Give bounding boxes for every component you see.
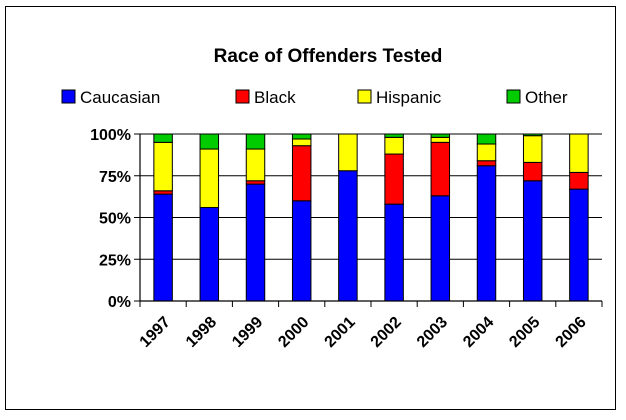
bar-other-1999 — [245, 133, 266, 150]
legend-label-black: Black — [254, 88, 296, 107]
legend: Caucasian Black Hispanic Other — [61, 88, 568, 107]
x-axis: 1997 1998 1999 2000 2001 2002 2003 2004 2005 2006 — [137, 300, 603, 351]
bar-caucasian-2004 — [476, 165, 497, 302]
legend-swatch-caucasian — [61, 89, 76, 104]
y-tick-label: 100% — [90, 127, 131, 144]
bar-black-2002 — [384, 153, 404, 205]
bar-hispanic-2000 — [291, 138, 312, 147]
bar-black-1997 — [153, 190, 173, 195]
bar-other-1998 — [199, 133, 220, 150]
y-tick-label: 50% — [99, 211, 131, 228]
bar-caucasian-2001 — [338, 170, 358, 302]
bar-hispanic-2005 — [522, 135, 543, 163]
x-tick-label-1998: 1998 — [183, 314, 220, 351]
bar-hispanic-2004 — [476, 143, 497, 162]
bar-caucasian-1999 — [245, 183, 266, 302]
bar-black-2000 — [291, 145, 312, 202]
bar-black-1999 — [245, 180, 266, 185]
legend-label-hispanic: Hispanic — [376, 88, 442, 107]
y-tick-label: 75% — [99, 169, 131, 186]
legend-swatch-black — [235, 89, 250, 104]
bar-hispanic-2006 — [569, 133, 589, 173]
bar-hispanic-2001 — [338, 133, 358, 172]
bar-caucasian-2002 — [384, 203, 404, 302]
bar-caucasian-2000 — [291, 200, 312, 302]
chart-title: Race of Offenders Tested — [214, 46, 443, 67]
x-tick-label-2006: 2006 — [553, 314, 590, 351]
plot-area — [140, 133, 602, 302]
x-tick-label-2004: 2004 — [460, 314, 497, 351]
bar-other-1997 — [153, 133, 173, 143]
bar-other-2005 — [522, 133, 543, 137]
bar-other-2004 — [476, 133, 497, 145]
legend-swatch-hispanic — [357, 89, 372, 104]
x-tick-label-2005: 2005 — [506, 314, 543, 351]
bar-black-2004 — [476, 160, 497, 167]
bar-other-2000 — [291, 133, 312, 140]
x-tick-label-1997: 1997 — [137, 314, 174, 351]
bar-hispanic-2002 — [384, 136, 404, 155]
bar-caucasian-2003 — [430, 195, 451, 302]
y-tick-label: 0% — [108, 294, 131, 311]
x-tick-label-1999: 1999 — [229, 314, 266, 351]
x-tick-label-2000: 2000 — [275, 314, 312, 351]
y-tick-label: 25% — [99, 252, 131, 269]
bar-caucasian-1998 — [199, 206, 220, 302]
bar-hispanic-2003 — [430, 136, 451, 143]
legend-swatch-other — [506, 89, 521, 104]
bar-caucasian-2006 — [569, 188, 589, 302]
x-tick-label-2002: 2002 — [368, 314, 405, 351]
bar-other-2003 — [430, 133, 451, 138]
bar-black-2003 — [430, 141, 451, 197]
legend-label-other: Other — [525, 88, 568, 107]
x-tick-label-2003: 2003 — [414, 314, 451, 351]
bar-hispanic-1999 — [245, 148, 266, 182]
x-tick-label-2001: 2001 — [322, 314, 359, 351]
bar-other-2002 — [384, 133, 404, 138]
bar-caucasian-1997 — [153, 193, 173, 302]
bar-black-2005 — [522, 161, 543, 182]
bar-black-2006 — [569, 171, 589, 190]
bar-caucasian-2005 — [522, 180, 543, 302]
bar-hispanic-1997 — [153, 141, 173, 192]
bar-hispanic-1998 — [199, 148, 220, 208]
y-axis: 0% 25% 50% 75% 100% — [90, 127, 141, 311]
legend-label-caucasian: Caucasian — [80, 88, 160, 107]
